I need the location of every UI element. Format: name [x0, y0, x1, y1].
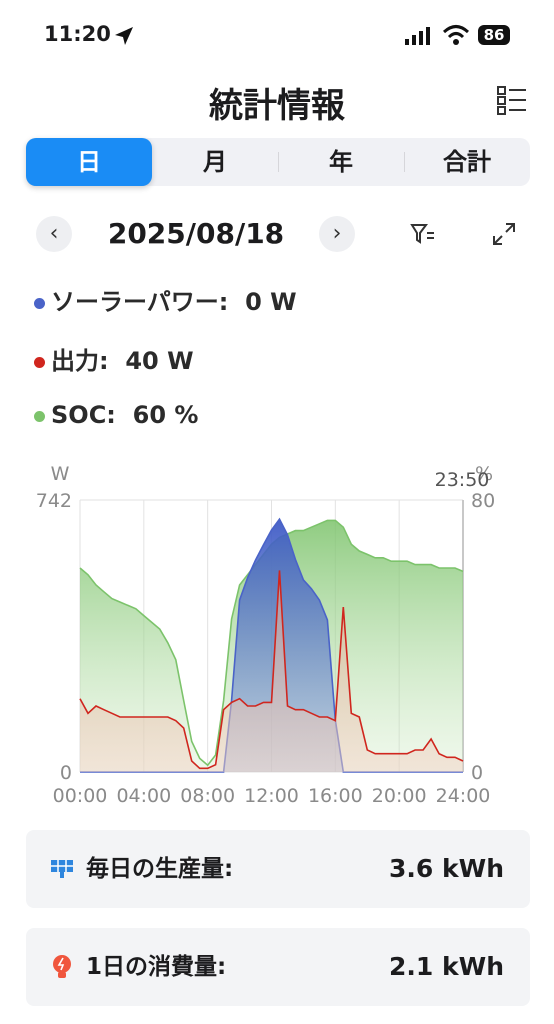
bulb-icon — [53, 955, 71, 978]
cursor-label: 23:50 — [435, 469, 490, 491]
expand-button[interactable] — [492, 222, 516, 246]
legend-reading: 0 W — [245, 288, 297, 316]
legend-label: ソーラーパワー: — [51, 288, 229, 316]
tab-separator — [278, 152, 279, 172]
chart: 00:00 04:00 08:00 12:00 16:00 20:00 24:0007420… — [36, 463, 495, 807]
card-label: 毎日の生産量: — [86, 856, 234, 882]
legend-item: SOC: 60 % — [34, 401, 198, 429]
legend-item: ソーラーパワー: 0 W — [34, 282, 297, 317]
wifi-icon — [442, 25, 470, 45]
tab[interactable]: 合計 — [443, 148, 491, 176]
legend-label: 出力: — [51, 347, 109, 375]
x-tick-label: 12:00 — [244, 785, 299, 807]
legend-reading: 60 % — [132, 401, 199, 429]
next-button[interactable]: › — [319, 216, 355, 252]
legend-reading: 40 W — [125, 347, 194, 375]
x-tick-label: 24:00 — [436, 785, 491, 807]
card-value: 2.1 kWh — [389, 952, 504, 981]
x-tick-label: 20:00 — [372, 785, 427, 807]
location-icon — [115, 27, 133, 45]
summary-card: 1日の消費量: 2.1 kWh — [26, 928, 530, 1006]
status-time: 11:20 — [44, 22, 111, 46]
tab-separator — [404, 152, 405, 172]
card-label: 1日の消費量: — [86, 954, 227, 980]
y2-tick-label: 0 — [471, 762, 483, 784]
x-tick-label: 16:00 — [308, 785, 363, 807]
series-line — [79, 570, 464, 770]
prev-button[interactable]: ‹ — [36, 216, 72, 252]
summary-card: 毎日の生産量: 3.6 kWh — [26, 830, 530, 908]
y-axis-label: W — [51, 463, 70, 485]
y2-tick-label: 80 — [471, 490, 495, 512]
tab[interactable]: 日 — [26, 138, 152, 186]
solar-icon — [51, 860, 73, 878]
y-tick-label: 742 — [36, 490, 72, 512]
legend-dot — [34, 297, 45, 309]
tab[interactable]: 年 — [329, 148, 353, 176]
signal-icon — [405, 27, 430, 45]
y-tick-label: 0 — [60, 762, 72, 784]
y2-axis-label: % — [475, 463, 493, 485]
legend-dot — [34, 356, 45, 368]
legend-dot — [34, 410, 45, 422]
area-fill — [80, 519, 463, 772]
page-title: 統計情報 — [209, 86, 345, 126]
filter-button[interactable] — [410, 222, 436, 246]
x-tick-label: 08:00 — [180, 785, 235, 807]
date: 2025/08/18 — [107, 217, 285, 250]
x-tick-label: 04:00 — [116, 785, 171, 807]
period-tabs: 日 月 年 合計 — [26, 138, 530, 186]
battery: 86 — [478, 25, 510, 45]
card-value: 3.6 kWh — [389, 854, 504, 883]
list-button[interactable] — [496, 84, 528, 116]
legend-item: 出力: 40 W — [34, 341, 194, 376]
tab[interactable]: 月 — [203, 148, 227, 176]
x-tick-label: 00:00 — [53, 785, 108, 807]
legend-label: SOC: — [51, 401, 116, 429]
